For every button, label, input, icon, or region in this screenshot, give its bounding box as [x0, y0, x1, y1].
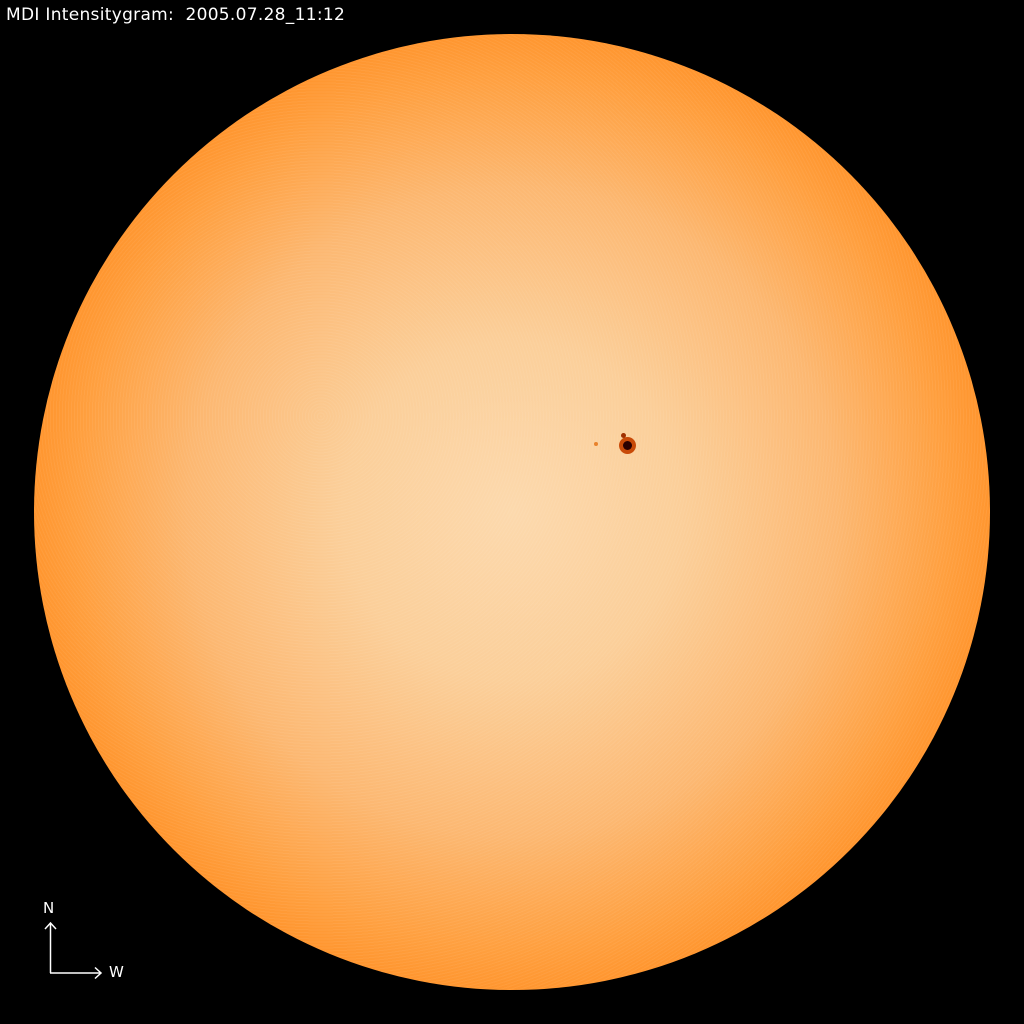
solar-disk	[34, 34, 990, 990]
sunspot-small	[621, 433, 626, 438]
north-arrowhead	[44, 921, 57, 930]
west-arrowhead	[94, 966, 103, 980]
north-label: N	[43, 899, 55, 917]
image-title: MDI Intensitygram: 2005.07.28_11:12	[6, 5, 346, 25]
sunspot-pore	[594, 442, 598, 446]
west-label: W	[109, 963, 124, 981]
sunspot-umbra	[623, 441, 632, 450]
granulation-texture	[34, 34, 990, 990]
